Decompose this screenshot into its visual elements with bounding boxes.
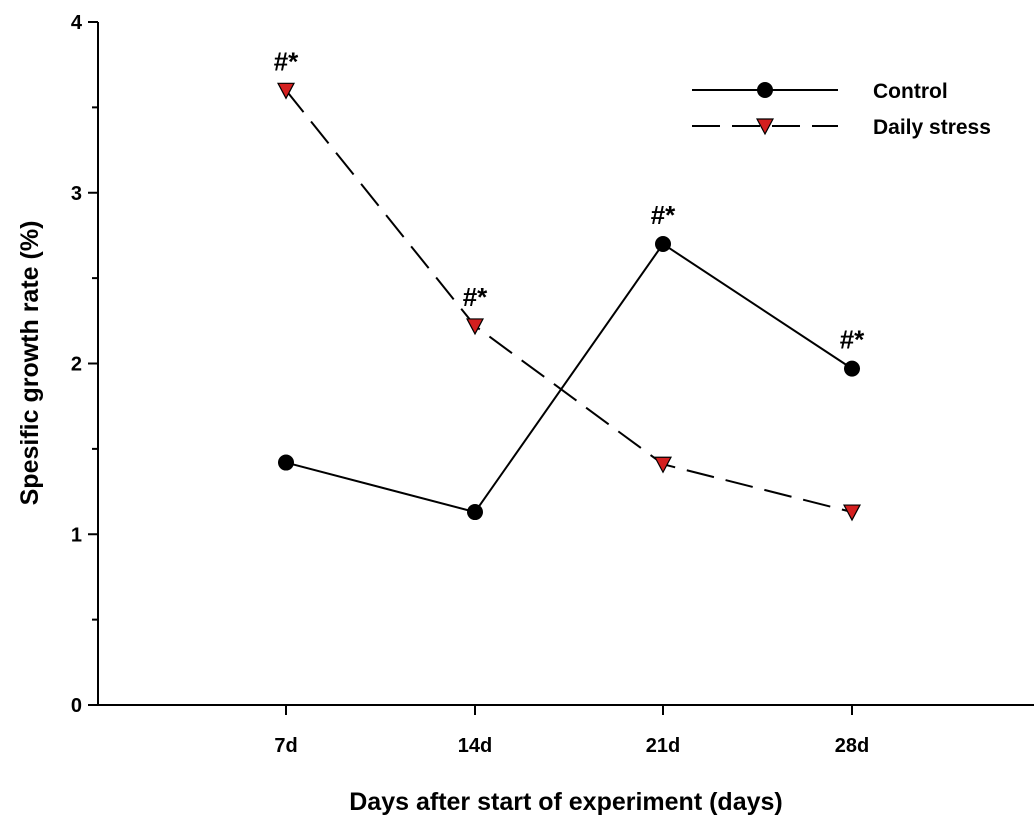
series-daily-stress (277, 82, 861, 522)
significance-annotation: #* (274, 46, 299, 76)
data-point (844, 360, 860, 377)
legend-label: Daily stress (873, 116, 991, 139)
x-ticks: 7d 14d 21d 28d (274, 705, 869, 757)
data-point (277, 82, 295, 100)
x-tick-label: 28d (835, 735, 869, 757)
x-axis-title: Days after start of experiment (days) (349, 788, 782, 816)
data-point (278, 454, 294, 471)
legend-marker (757, 82, 773, 98)
y-ticks: 0 1 2 3 4 (71, 12, 98, 717)
legend-marker (756, 118, 774, 136)
y-tick-label: 2 (71, 354, 82, 376)
y-axis-title: Spesific growth rate (%) (16, 221, 44, 506)
data-point (843, 504, 861, 522)
significance-annotation: #* (651, 200, 676, 230)
x-tick-label: 21d (646, 735, 680, 757)
series-control (278, 235, 860, 521)
y-tick-label: 0 (71, 695, 82, 717)
data-point (466, 318, 484, 336)
legend: Control Daily stress (692, 80, 991, 139)
series-layer (277, 82, 861, 522)
data-point (654, 456, 672, 474)
y-tick-label: 1 (71, 524, 82, 546)
significance-annotation: #* (840, 325, 865, 355)
y-tick-label: 4 (71, 12, 83, 34)
x-tick-label: 7d (274, 735, 297, 757)
significance-annotation: #* (463, 282, 488, 312)
data-point (655, 235, 671, 252)
series-line (285, 242, 853, 514)
series-line (285, 89, 853, 514)
legend-label: Control (873, 80, 948, 103)
annotations: #* #* #* #* (274, 46, 865, 354)
y-tick-label: 3 (71, 183, 82, 205)
data-point (467, 504, 483, 521)
x-tick-label: 14d (458, 735, 492, 757)
